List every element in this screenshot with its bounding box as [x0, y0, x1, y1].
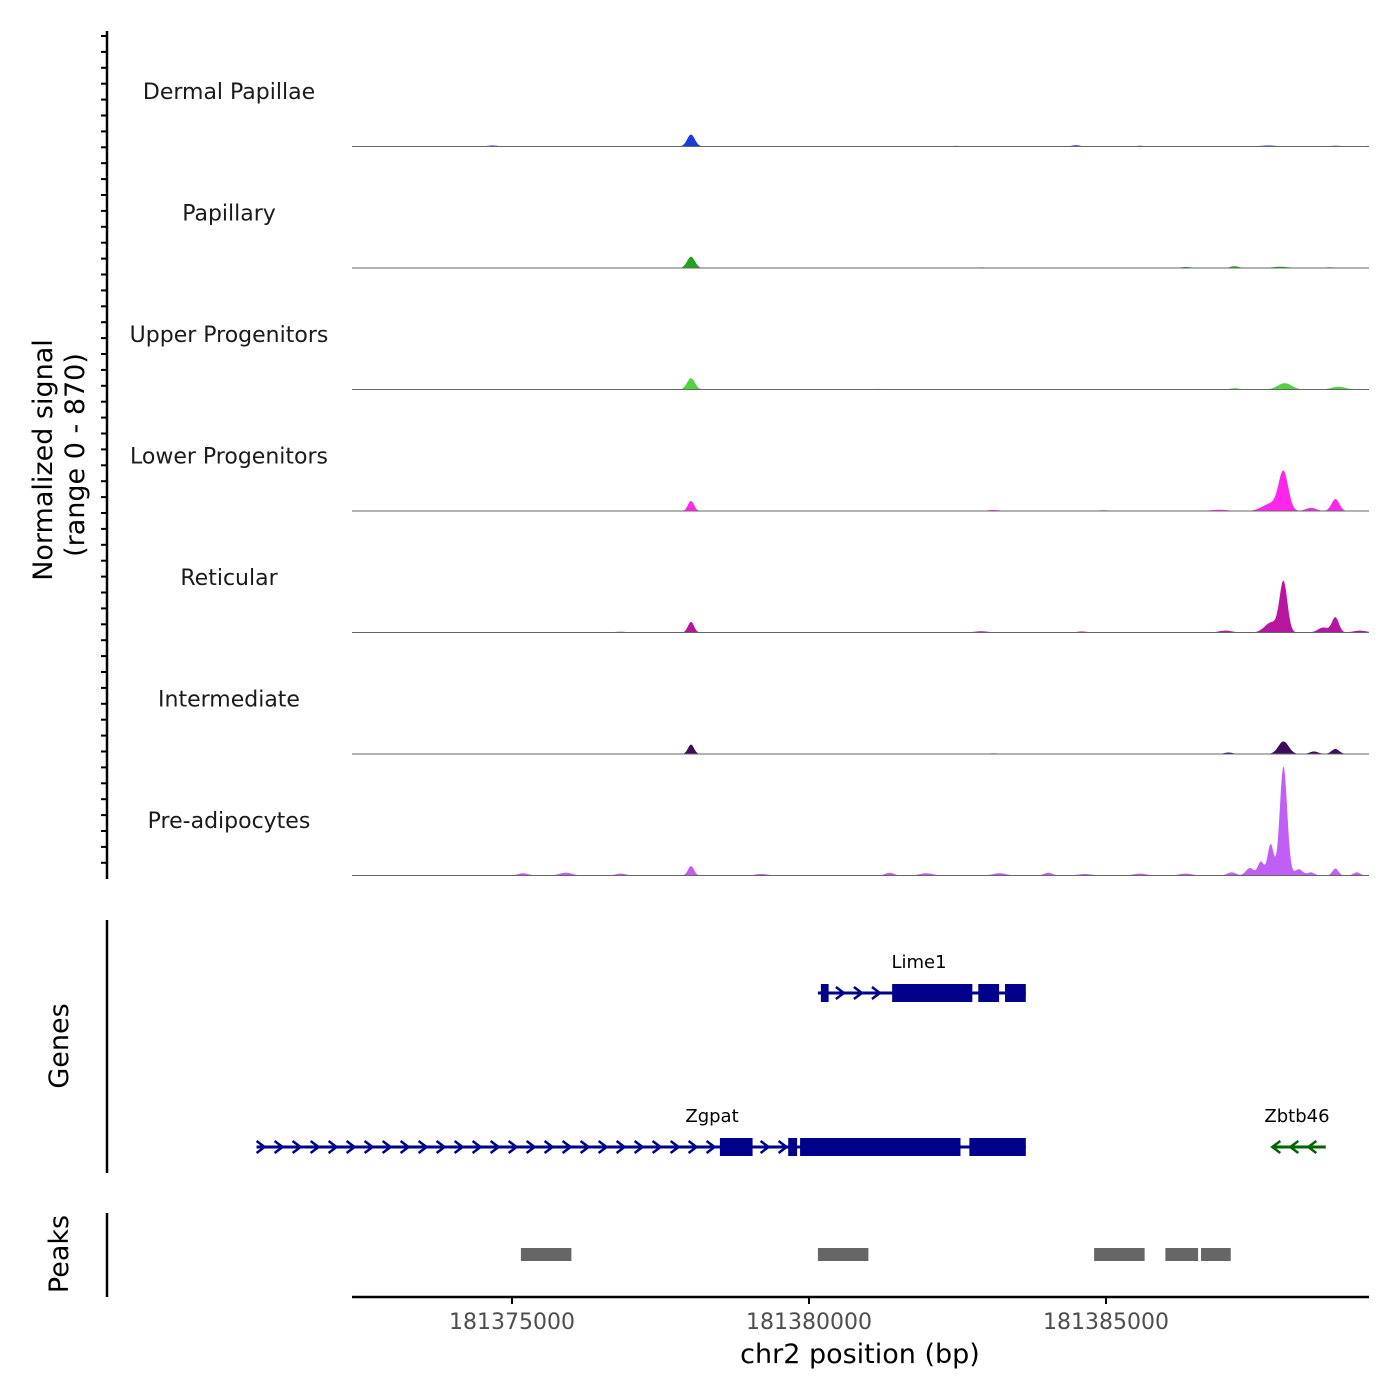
gene-label: Lime1	[891, 952, 946, 973]
strand-chevron	[273, 1140, 285, 1154]
strand-chevron	[651, 1140, 663, 1154]
gene-exon	[1005, 984, 1026, 1002]
strand-chevron	[597, 1140, 609, 1154]
track-label: Lower Progenitors	[130, 445, 328, 470]
peak-region-bar	[1201, 1248, 1231, 1261]
strand-chevron	[669, 1140, 681, 1154]
genes-track-title: Genes	[44, 1003, 75, 1088]
strand-chevron	[615, 1140, 627, 1154]
strand-chevron	[853, 986, 864, 1000]
strand-chevron	[345, 1140, 357, 1154]
strand-chevron	[543, 1140, 555, 1154]
strand-chevron	[579, 1140, 591, 1154]
x-axis-ticks: 181375000 181380000 181385000	[449, 1297, 1169, 1335]
x-tick-label: 181375000	[449, 1310, 575, 1335]
strand-chevron	[759, 1140, 771, 1154]
x-tick-label: 181385000	[1043, 1310, 1169, 1335]
track-upper-progenitors: Upper Progenitors	[130, 323, 1369, 390]
strand-chevron	[1288, 1140, 1300, 1154]
strand-chevron	[417, 1140, 429, 1154]
track-label: Reticular	[180, 566, 278, 591]
track-lower-progenitors: Lower Progenitors	[130, 445, 1369, 512]
track-reticular: Reticular	[180, 566, 1369, 633]
strand-chevron	[471, 1140, 483, 1154]
gene-exon	[978, 984, 1000, 1002]
strand-chevron	[453, 1140, 465, 1154]
coverage-area	[352, 256, 1369, 268]
strand-chevron	[381, 1140, 393, 1154]
track-label: Dermal Papillae	[143, 80, 315, 105]
track-dermal-papillae: Dermal Papillae	[143, 80, 1369, 147]
strand-chevron	[309, 1140, 321, 1154]
track-label: Upper Progenitors	[130, 323, 329, 348]
coverage-area	[352, 470, 1369, 511]
peak-region-bar	[1165, 1248, 1199, 1261]
strand-chevron	[435, 1140, 447, 1154]
y-axis-title-line2: (range 0 - 870)	[60, 353, 91, 557]
peak-regions	[520, 1248, 1231, 1261]
track-label: Papillary	[182, 202, 276, 227]
strand-chevron	[489, 1140, 501, 1154]
gene-exon	[892, 984, 973, 1002]
gene-exon	[800, 1138, 961, 1156]
coverage-area	[352, 378, 1369, 390]
strand-chevron	[633, 1140, 645, 1154]
strand-chevron	[777, 1140, 789, 1154]
x-axis-title: chr2 position (bp)	[740, 1339, 980, 1370]
track-label: Pre-adipocytes	[148, 809, 311, 834]
gene-zgpat: Zgpat	[255, 1106, 1026, 1156]
coverage-area	[352, 580, 1369, 633]
peak-region-bar	[520, 1248, 572, 1261]
gene-zbtb46: Zbtb46	[1264, 1106, 1330, 1154]
strand-chevron	[871, 986, 882, 1000]
gene-exon	[788, 1138, 798, 1156]
gene-annotations: Lime1 Zgpat Zbtb46	[255, 952, 1330, 1156]
strand-chevron	[291, 1140, 303, 1154]
gene-exon	[820, 984, 829, 1002]
track-papillary: Papillary	[182, 202, 1369, 269]
peak-region-bar	[817, 1248, 869, 1261]
strand-chevron	[507, 1139, 519, 1155]
track-label: Intermediate	[158, 688, 300, 713]
strand-chevron	[561, 1140, 573, 1154]
track-pre-adipocytes: Pre-adipocytes	[148, 766, 1369, 876]
y-axis-title-line1: Normalized signal	[28, 339, 59, 581]
coverage-area	[352, 134, 1369, 147]
strand-chevron	[363, 1140, 375, 1154]
x-tick-label: 181380000	[746, 1310, 872, 1335]
strand-chevron	[255, 1140, 267, 1154]
gene-label: Zbtb46	[1264, 1106, 1329, 1127]
gene-exon	[969, 1138, 1026, 1156]
peak-region-bar	[1094, 1248, 1145, 1261]
strand-chevron	[687, 1140, 699, 1154]
gene-label: Zgpat	[685, 1106, 738, 1127]
strand-chevron	[835, 986, 846, 1000]
peaks-track-title: Peaks	[44, 1215, 75, 1293]
strand-chevron	[525, 1140, 537, 1154]
strand-chevron	[327, 1140, 339, 1154]
coverage-tracks: Dermal Papillae Papillary Upper Progenitor…	[130, 80, 1369, 876]
gene-lime1: Lime1	[817, 952, 1026, 1002]
coverage-area	[352, 741, 1369, 754]
strand-chevron	[1306, 1140, 1318, 1154]
strand-chevron	[399, 1140, 411, 1154]
strand-chevron	[705, 1140, 717, 1154]
track-intermediate: Intermediate	[158, 688, 1369, 755]
gene-exon	[719, 1138, 753, 1156]
strand-chevron	[1270, 1140, 1282, 1154]
coverage-area	[352, 766, 1369, 876]
signal-y-ticks	[101, 35, 107, 864]
